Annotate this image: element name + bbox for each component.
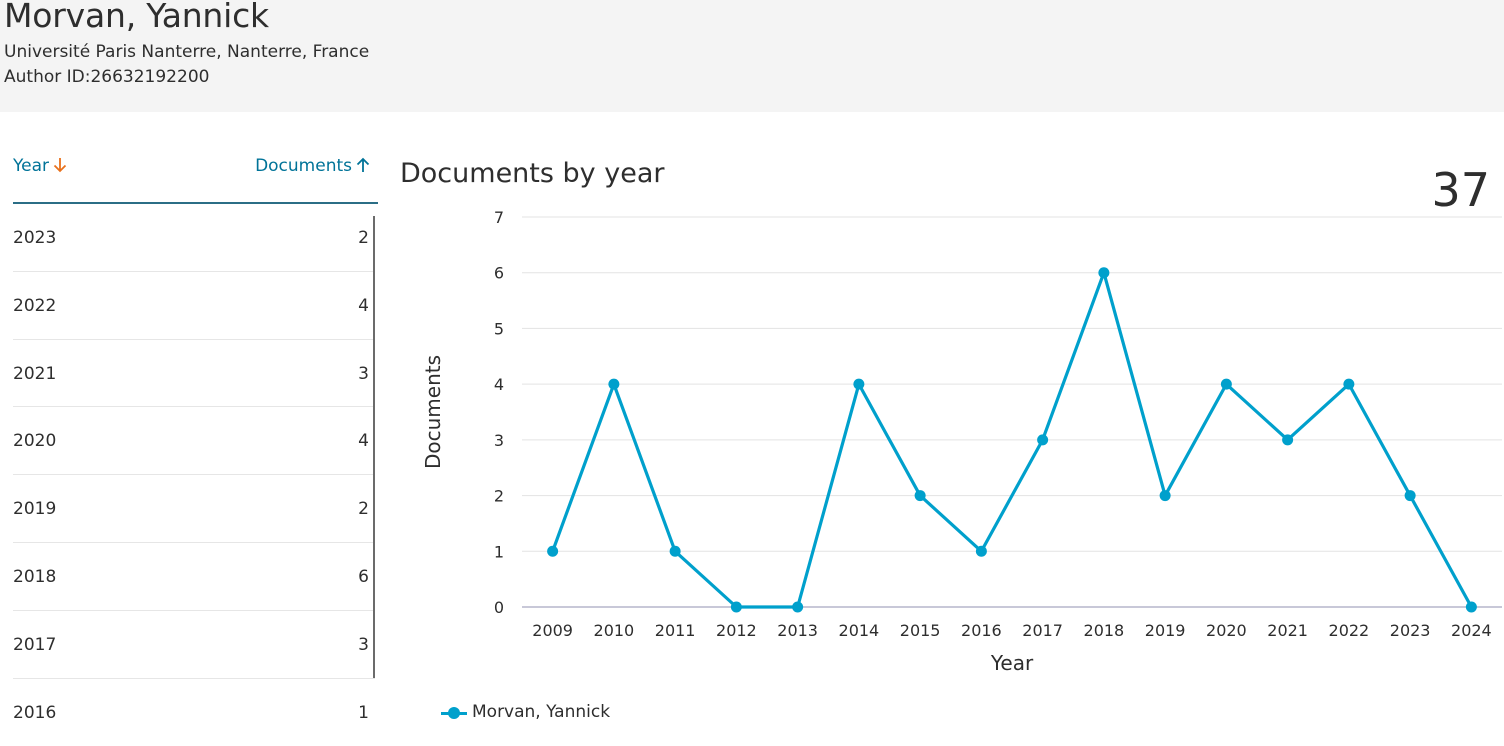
row-count: 3 <box>358 363 369 384</box>
row-year: 2018 <box>13 566 57 587</box>
y-tick-label: 5 <box>494 319 504 338</box>
x-tick-label: 2023 <box>1390 621 1431 640</box>
sort-by-year-button[interactable]: Year <box>13 156 67 179</box>
row-count: 4 <box>358 431 369 452</box>
data-point[interactable] <box>1037 434 1049 446</box>
x-tick-label: 2012 <box>716 621 757 640</box>
row-count: 4 <box>358 295 369 316</box>
x-tick-label: 2021 <box>1267 621 1308 640</box>
author-header: Morvan, Yannick Université Paris Nanterr… <box>0 0 1504 112</box>
data-point[interactable] <box>1465 601 1477 613</box>
x-tick-label: 2009 <box>532 621 573 640</box>
x-tick-label: 2019 <box>1145 621 1186 640</box>
y-tick-label: 1 <box>494 542 504 561</box>
documents-table-header: Year Documents <box>13 150 378 204</box>
x-tick-label: 2024 <box>1451 621 1492 640</box>
series-line <box>551 271 1473 609</box>
row-count: 1 <box>358 702 369 723</box>
row-year: 2017 <box>13 634 57 655</box>
data-point[interactable] <box>914 490 926 502</box>
y-tick-label: 7 <box>494 208 504 227</box>
documents-column-label: Documents <box>255 156 352 176</box>
table-scrollbar[interactable] <box>373 216 375 678</box>
x-tick-label: 2017 <box>1022 621 1063 640</box>
x-tick-label: 2016 <box>961 621 1002 640</box>
row-year: 2016 <box>13 702 57 723</box>
sort-by-documents-button[interactable]: Documents <box>255 156 370 179</box>
chart-title: Documents by year <box>400 158 665 189</box>
data-point[interactable] <box>853 378 865 390</box>
data-point[interactable] <box>1343 378 1355 390</box>
x-tick-label: 2010 <box>594 621 635 640</box>
author-affiliation: Université Paris Nanterre, Nanterre, Fra… <box>4 42 370 62</box>
data-point[interactable] <box>669 545 681 557</box>
row-year: 2021 <box>13 363 57 384</box>
data-point[interactable] <box>1220 378 1232 390</box>
data-point[interactable] <box>1282 434 1294 446</box>
data-point[interactable] <box>1159 490 1171 502</box>
x-tick-label: 2011 <box>655 621 696 640</box>
row-year: 2023 <box>13 228 57 248</box>
y-tick-label: 6 <box>494 264 504 283</box>
row-count: 2 <box>358 228 369 248</box>
table-row: 2018 6 <box>13 543 375 611</box>
x-tick-label: 2018 <box>1084 621 1125 640</box>
row-year: 2019 <box>13 499 57 520</box>
y-tick-label: 2 <box>494 487 504 506</box>
documents-table-body: 2023 2 2022 4 2021 3 2020 4 2019 2 2018 6 2017 3 2016 1 <box>13 204 375 746</box>
row-count: 2 <box>358 499 369 520</box>
data-point[interactable] <box>730 601 742 613</box>
data-point[interactable] <box>547 545 559 557</box>
row-count: 6 <box>358 566 369 587</box>
y-tick-label: 0 <box>494 598 504 617</box>
data-point[interactable] <box>792 601 804 613</box>
legend-label: Morvan, Yannick <box>472 702 611 722</box>
year-column-label: Year <box>13 156 49 176</box>
row-year: 2022 <box>13 295 57 316</box>
table-row: 2019 2 <box>13 475 375 543</box>
x-tick-label: 2020 <box>1206 621 1247 640</box>
documents-total: 37 <box>1431 163 1490 217</box>
y-axis-label: Documents <box>421 355 445 469</box>
author-id: Author ID:26632192200 <box>4 67 210 87</box>
table-row: 2021 3 <box>13 340 375 408</box>
table-row: 2022 4 <box>13 272 375 340</box>
y-tick-label: 4 <box>494 375 504 394</box>
arrow-down-icon <box>53 156 67 179</box>
table-row: 2020 4 <box>13 407 375 476</box>
x-axis-label: Year <box>990 651 1034 675</box>
data-point[interactable] <box>608 378 620 390</box>
data-point[interactable] <box>1404 490 1416 502</box>
table-row: 2016 1 <box>13 679 375 746</box>
row-count: 3 <box>358 634 369 655</box>
y-tick-label: 3 <box>494 431 504 450</box>
legend-dot-icon <box>448 707 460 719</box>
row-year: 2020 <box>13 431 57 452</box>
data-point[interactable] <box>1098 267 1110 279</box>
x-tick-label: 2015 <box>900 621 941 640</box>
data-point[interactable] <box>975 545 987 557</box>
arrow-up-icon <box>356 156 370 179</box>
x-tick-label: 2022 <box>1329 621 1370 640</box>
x-tick-label: 2013 <box>777 621 818 640</box>
x-tick-label: 2014 <box>839 621 880 640</box>
table-row: 2017 3 <box>13 611 375 679</box>
table-row: 2023 2 <box>13 204 375 272</box>
author-name: Morvan, Yannick <box>4 0 269 35</box>
